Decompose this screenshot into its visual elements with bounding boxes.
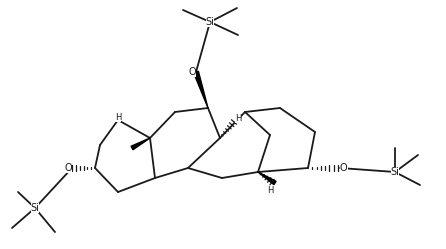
Text: Si: Si (206, 17, 215, 27)
Text: H: H (115, 113, 121, 122)
Polygon shape (258, 172, 276, 185)
Text: O: O (64, 163, 72, 173)
Text: H: H (235, 114, 241, 123)
Text: Si: Si (31, 203, 39, 213)
Polygon shape (131, 138, 150, 150)
Polygon shape (194, 71, 208, 108)
Text: O: O (340, 163, 347, 173)
Text: Si: Si (391, 167, 400, 177)
Text: H: H (267, 186, 273, 194)
Text: O: O (188, 67, 196, 77)
